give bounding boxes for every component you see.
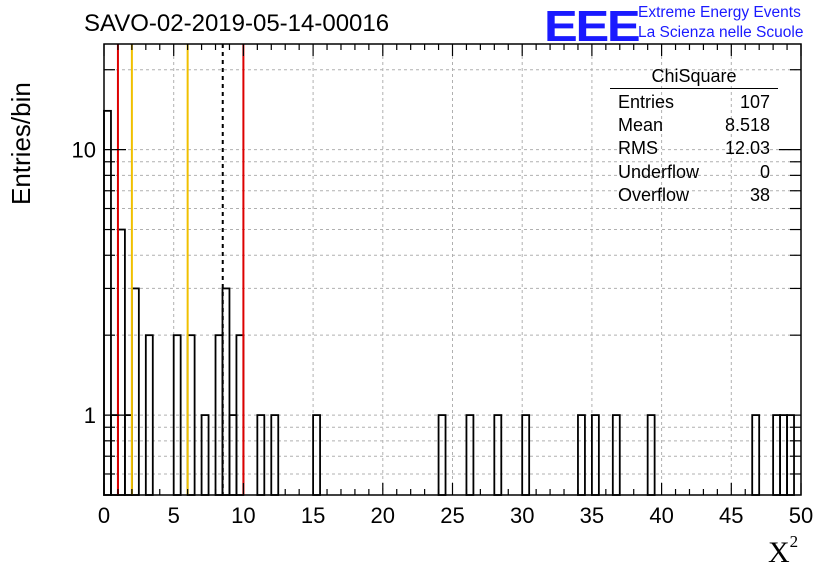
x-tick-label: 0 [98,503,110,528]
y-axis-label: Entries/bin [6,82,36,205]
x-tick-label: 25 [440,503,464,528]
stats-label: RMS [618,138,658,159]
x-tick-label: 5 [168,503,180,528]
stats-label: Underflow [618,161,700,182]
x-tick-label: 20 [371,503,395,528]
stats-row: Entries 107 [610,91,778,114]
stats-row: Underflow 0 [610,161,778,184]
chart-title: SAVO-02-2019-05-14-00016 [84,10,390,37]
stats-title: ChiSquare [610,64,778,89]
axis-tick-labels: 0 5 10 15 20 25 30 35 40 45 50 1 10 [72,138,814,528]
logo-line-2: La Scienza nelle Scuole [638,24,804,41]
stats-value: 0 [759,161,770,182]
stats-value: 107 [739,92,770,112]
stats-value: 12.03 [724,138,770,159]
stats-box: ChiSquare Entries 107 Mean 8.518 RMS 12.03 … [610,64,778,207]
stats-row: Mean 8.518 [610,114,778,137]
axis-ticks [103,44,802,495]
y-tick-label: 10 [72,138,96,163]
stats-label: Overflow [618,184,690,205]
stats-label: Entries [618,92,675,112]
x-tick-label: 15 [301,503,325,528]
x-tick-label: 45 [719,503,743,528]
histogram-bar [117,228,126,496]
x-tick-label: 10 [231,503,255,528]
stats-value: 38 [749,184,770,205]
eee-logo: EEE [544,2,641,51]
x-tick-label: 40 [649,503,673,528]
stats-value: 8.518 [724,115,770,136]
histogram-bar [130,287,140,496]
histogram-bar [103,109,112,496]
x-axis-label-superscript: 2 [789,532,799,551]
stats-label: Mean [618,115,664,136]
reference-lines [116,44,245,495]
grid-lines [104,44,801,495]
stats-row: Overflow 38 [610,184,778,207]
stats-row: RMS 12.03 [610,137,778,160]
x-tick-label: 30 [510,503,534,528]
y-tick-label: 1 [84,403,96,428]
x-tick-label: 50 [789,503,813,528]
logo-line-1: Extreme Energy Events [638,4,801,21]
x-axis-label-base: X [768,536,790,569]
x-tick-label: 35 [580,503,604,528]
x-axis-label: X2 [768,532,798,570]
